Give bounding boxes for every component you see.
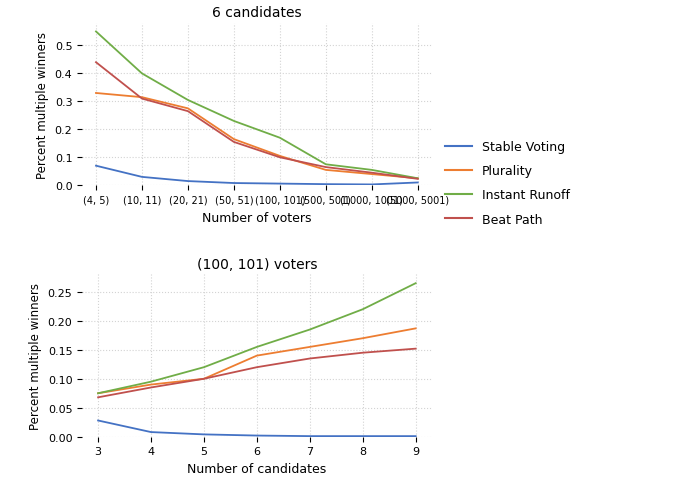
X-axis label: Number of candidates: Number of candidates — [187, 462, 327, 475]
Legend: Stable Voting, Plurality, Instant Runoff, Beat Path: Stable Voting, Plurality, Instant Runoff… — [445, 141, 570, 226]
Title: (100, 101) voters: (100, 101) voters — [197, 257, 317, 271]
Y-axis label: Percent multiple winners: Percent multiple winners — [36, 32, 49, 178]
X-axis label: Number of voters: Number of voters — [202, 211, 312, 224]
Y-axis label: Percent multiple winners: Percent multiple winners — [29, 283, 42, 429]
Title: 6 candidates: 6 candidates — [212, 6, 301, 20]
